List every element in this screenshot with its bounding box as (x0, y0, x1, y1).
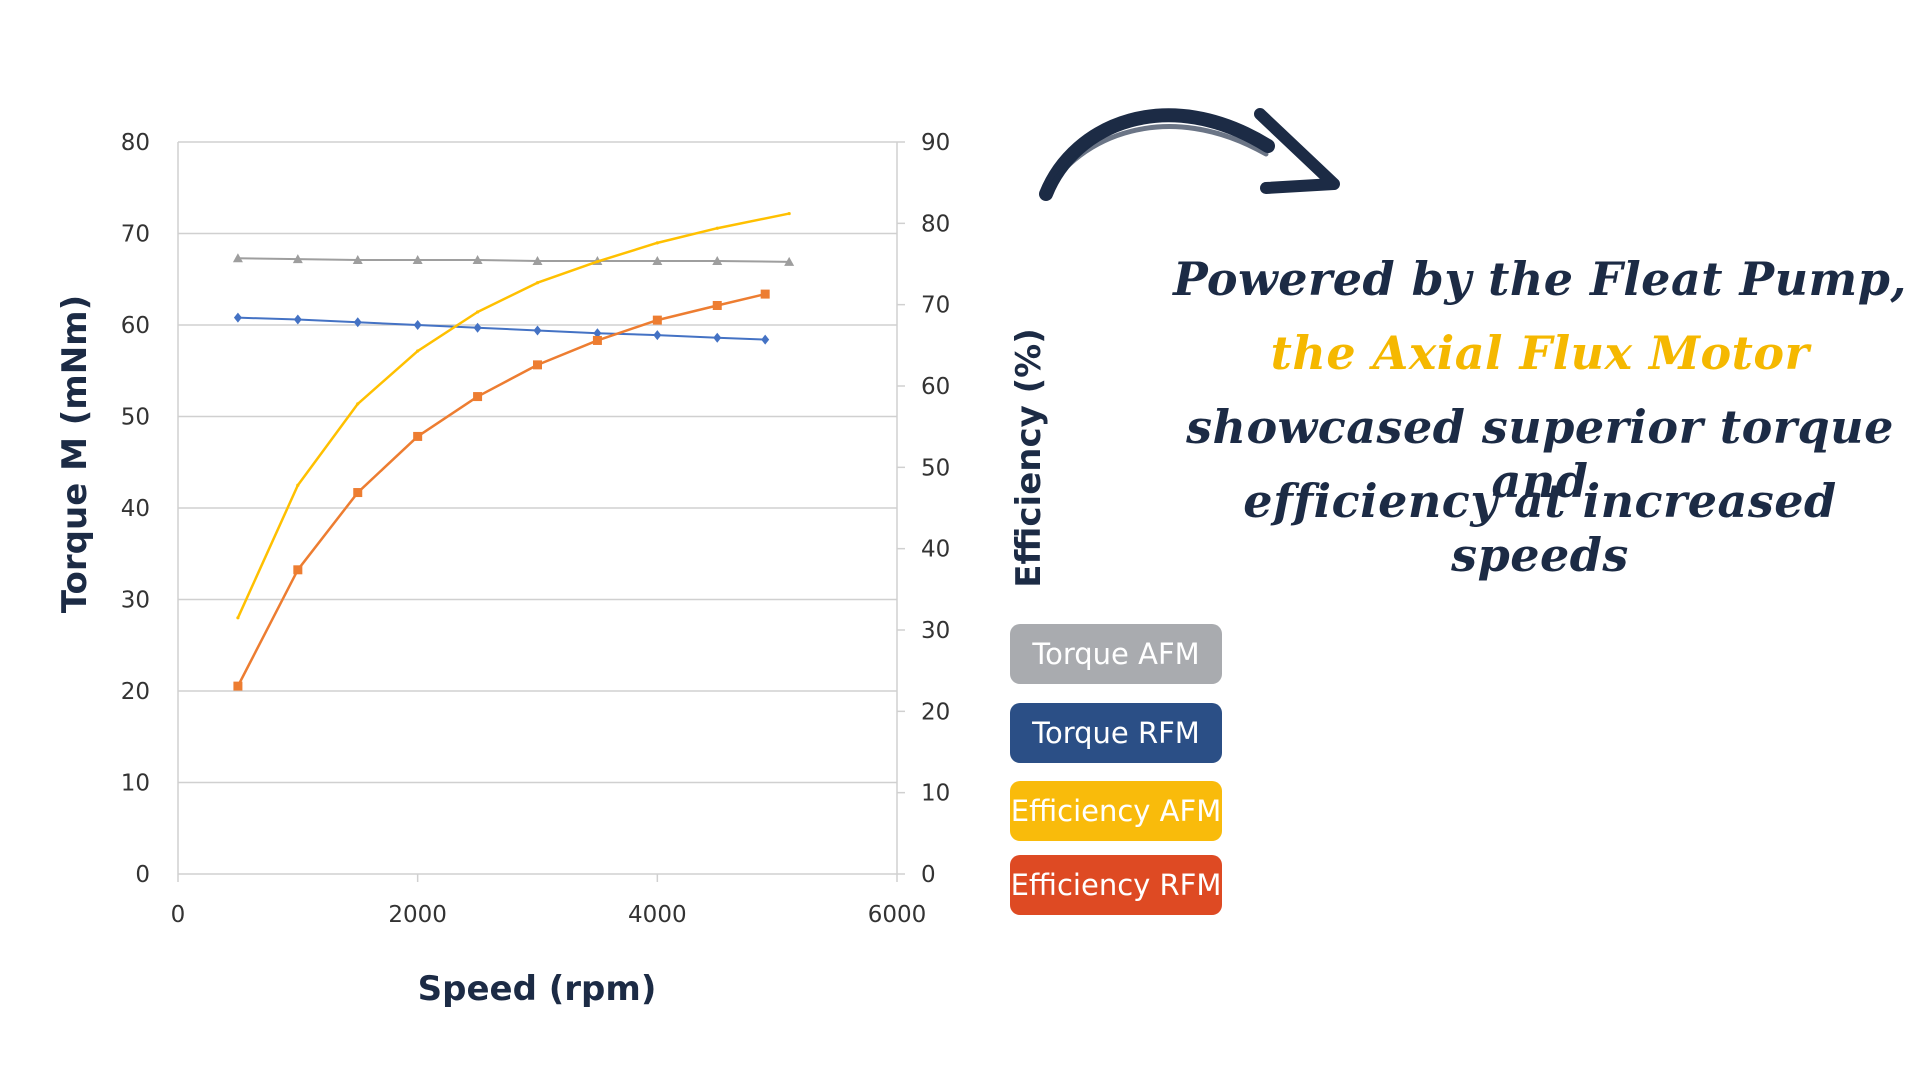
data-point-torque-rfm (533, 325, 542, 336)
y2-tick-label: 30 (921, 618, 950, 644)
legend-torque-rfm: Torque RFM (1010, 703, 1222, 763)
x-tick-label: 6000 (868, 902, 927, 928)
data-point-efficiency-afm (356, 402, 360, 406)
y-tick-label: 80 (121, 130, 150, 156)
data-point-efficiency-rfm (592, 335, 602, 345)
y-axis-title: Torque M (mNm) (55, 295, 95, 613)
y2-tick-label: 70 (921, 293, 950, 319)
data-point-torque-rfm (761, 334, 770, 345)
data-point-efficiency-afm (416, 349, 420, 353)
data-point-efficiency-rfm (533, 360, 542, 370)
data-point-torque-afm (712, 255, 723, 265)
series-torque-afm (232, 253, 795, 266)
data-point-efficiency-rfm (712, 300, 722, 310)
data-point-torque-afm (292, 254, 303, 264)
series-group (232, 211, 795, 691)
headline-line-2-highlight: the Axial Flux Motor (1270, 326, 1810, 380)
series-line-efficiency-afm (236, 212, 790, 619)
y2-tick-label: 90 (921, 130, 950, 156)
y2-tick-label: 40 (921, 537, 950, 563)
data-point-torque-rfm (353, 317, 362, 328)
data-point-torque-afm (784, 256, 795, 266)
x-tick-label: 2000 (388, 902, 447, 928)
series-torque-rfm (233, 312, 770, 345)
x-axis-title: Speed (rpm) (418, 969, 657, 1009)
legend-efficiency-afm-label: Efficiency AFM (1010, 794, 1222, 828)
y2-tick-label: 80 (921, 211, 950, 237)
y-tick-label: 40 (121, 496, 150, 522)
series-line-efficiency-rfm (236, 292, 766, 687)
series-line-torque-rfm (237, 316, 766, 341)
y-tick-label: 70 (121, 222, 150, 248)
y-tick-label: 30 (121, 588, 150, 614)
data-point-efficiency-afm (655, 241, 659, 245)
data-point-efficiency-afm (715, 226, 719, 230)
tick-labels: 0 10 20 30 40 50 60 70 80 0 10 20 30 40 50 60 70 80 90 0 200… (121, 130, 951, 928)
data-point-efficiency-afm (296, 483, 300, 487)
data-point-efficiency-rfm (413, 431, 423, 441)
x-tick-label: 4000 (628, 902, 687, 928)
data-point-torque-rfm (233, 312, 242, 323)
data-point-efficiency-rfm (760, 289, 770, 299)
data-point-efficiency-rfm (652, 315, 662, 325)
data-point-efficiency-afm (475, 310, 480, 314)
grid-lines (177, 141, 905, 882)
y-tick-label: 60 (121, 313, 150, 339)
x-tick-label: 0 (171, 902, 186, 928)
legend-efficiency-afm: Efficiency AFM (1010, 781, 1222, 841)
series-efficiency-afm (236, 211, 791, 620)
legend-torque-afm: Torque AFM (1010, 624, 1222, 684)
data-point-torque-afm (472, 255, 483, 265)
y2-tick-label: 50 (921, 455, 950, 481)
y2-tick-label: 60 (921, 374, 950, 400)
legend-torque-afm-label: Torque AFM (1032, 637, 1200, 671)
data-point-torque-rfm (653, 330, 662, 341)
y2-axis-title: Efficiency (%) (1009, 328, 1049, 588)
data-point-efficiency-rfm (473, 392, 483, 402)
data-point-efficiency-rfm (353, 488, 363, 498)
legend-efficiency-rfm-label: Efficiency RFM (1010, 868, 1222, 902)
headline-line-1: Powered by the Fleat Pump, (1173, 252, 1907, 306)
y-tick-label: 20 (121, 679, 150, 705)
y-tick-label: 10 (121, 771, 150, 797)
y-tick-label: 0 (135, 862, 150, 888)
headline-line-3: showcased superior torque and (1186, 400, 1894, 508)
y2-tick-label: 20 (921, 699, 950, 725)
data-point-torque-rfm (473, 322, 482, 333)
data-point-efficiency-afm (236, 616, 240, 620)
data-point-torque-rfm (713, 332, 722, 343)
data-point-torque-afm (532, 255, 543, 265)
data-point-torque-afm (232, 253, 243, 263)
y-tick-label: 50 (121, 405, 150, 431)
y2-tick-label: 0 (921, 862, 936, 888)
data-point-torque-rfm (413, 320, 422, 330)
series-efficiency-rfm (233, 289, 770, 691)
data-point-efficiency-afm (535, 281, 540, 285)
y2-tick-label: 10 (921, 781, 950, 807)
headline-line-4: efficiency at increased speeds (1243, 474, 1837, 582)
series-line-torque-afm (237, 257, 790, 263)
data-point-torque-afm (412, 255, 423, 265)
curved-arrow-icon (1039, 108, 1340, 201)
data-point-efficiency-rfm (293, 565, 303, 575)
data-point-torque-rfm (293, 314, 302, 325)
data-point-torque-afm (652, 255, 663, 265)
data-point-efficiency-afm (787, 211, 791, 216)
data-point-torque-rfm (593, 328, 602, 339)
data-point-efficiency-afm (595, 259, 600, 264)
legend-efficiency-rfm: Efficiency RFM (1010, 855, 1222, 915)
data-point-torque-afm (352, 255, 363, 265)
data-point-efficiency-rfm (233, 681, 243, 691)
legend-torque-rfm-label: Torque RFM (1032, 716, 1200, 750)
